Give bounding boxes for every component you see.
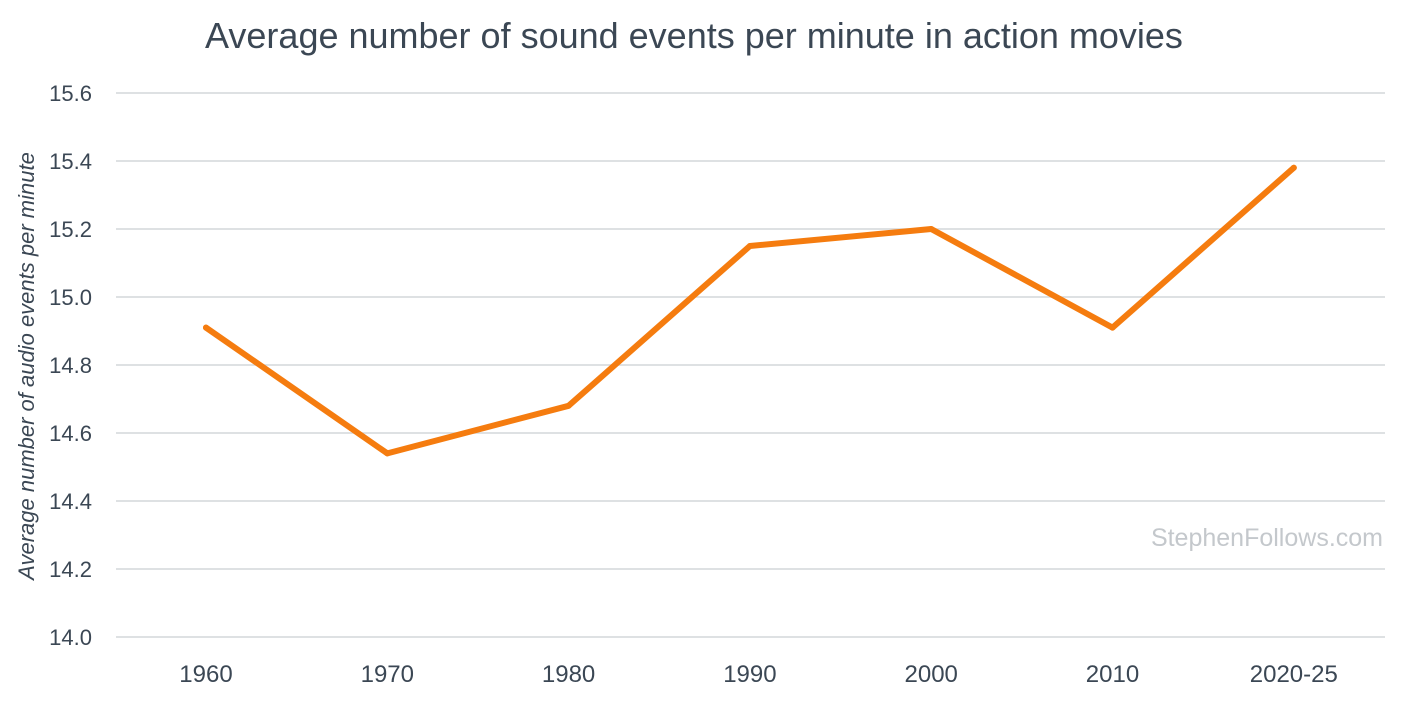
x-axis-ticks: 1960 1970 1980 1990 2000 2010 2020-25 xyxy=(179,661,1338,688)
data-point xyxy=(928,226,935,232)
y-tick-label: 14.8 xyxy=(49,353,92,378)
x-tick-label: 1960 xyxy=(179,661,232,688)
y-axis-ticks: 14.0 14.2 14.4 14.6 14.8 15.0 15.2 15.4 15.6 xyxy=(49,81,92,650)
series-line-0 xyxy=(203,164,1297,457)
y-tick-label: 15.2 xyxy=(49,217,92,242)
chart-title: Average number of sound events per minut… xyxy=(205,15,1183,56)
data-point xyxy=(1109,324,1116,331)
y-axis-label: Average number of audio events per minut… xyxy=(14,152,39,582)
y-tick-label: 15.0 xyxy=(49,285,92,310)
data-point xyxy=(746,243,753,249)
y-tick-label: 15.6 xyxy=(49,81,92,106)
x-tick-label: 1990 xyxy=(723,661,776,688)
data-point xyxy=(203,324,209,331)
x-tick-label: 1970 xyxy=(361,661,414,688)
x-tick-label: 2000 xyxy=(905,661,958,688)
x-tick-label: 2020-25 xyxy=(1250,661,1338,688)
y-tick-label: 14.0 xyxy=(49,625,92,650)
data-point xyxy=(565,402,572,409)
y-tick-label: 14.2 xyxy=(49,557,92,582)
gridlines xyxy=(116,92,1385,638)
x-tick-label: 2010 xyxy=(1086,661,1139,688)
watermark-text: StephenFollows.com xyxy=(1151,524,1383,552)
data-point xyxy=(1290,164,1297,171)
y-tick-label: 14.4 xyxy=(49,489,92,514)
x-tick-label: 1980 xyxy=(542,661,595,688)
series-lines xyxy=(203,164,1297,457)
data-point xyxy=(384,450,391,457)
y-tick-label: 15.4 xyxy=(49,149,92,174)
y-tick-label: 14.6 xyxy=(49,421,92,446)
